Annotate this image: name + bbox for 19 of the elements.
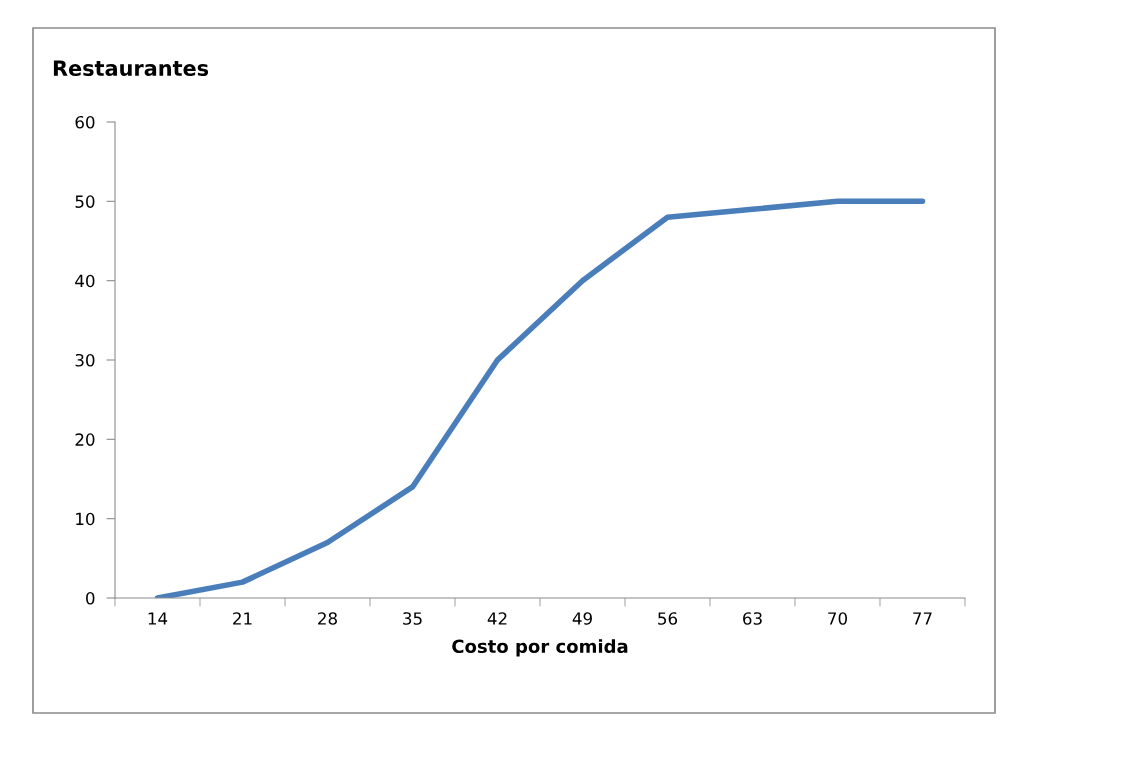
x-tick-label: 56 <box>658 612 678 625</box>
x-tick-label: 49 <box>572 612 592 625</box>
x-tick-label: 63 <box>743 612 762 625</box>
y-tick-label: 60 <box>75 115 95 129</box>
y-tick-label: 10 <box>76 512 95 526</box>
x-tick-label: 21 <box>233 612 252 625</box>
y-tick-label: 50 <box>75 195 95 208</box>
x-tick-label: 42 <box>487 612 507 625</box>
x-tick-label: 14 <box>148 612 168 625</box>
x-tick-label: 35 <box>403 612 422 625</box>
x-axis-title: Costo por comida <box>452 639 628 657</box>
y-tick-label: 40 <box>75 274 95 288</box>
y-tick-label: 0 <box>86 591 95 605</box>
x-tick-label: 28 <box>318 612 337 625</box>
x-tick-label: 70 <box>828 612 847 625</box>
chart-title: Restaurantes <box>53 60 209 77</box>
x-tick-label: 77 <box>913 612 932 625</box>
y-tick-label: 20 <box>75 433 95 446</box>
y-tick-label: 30 <box>75 353 95 367</box>
